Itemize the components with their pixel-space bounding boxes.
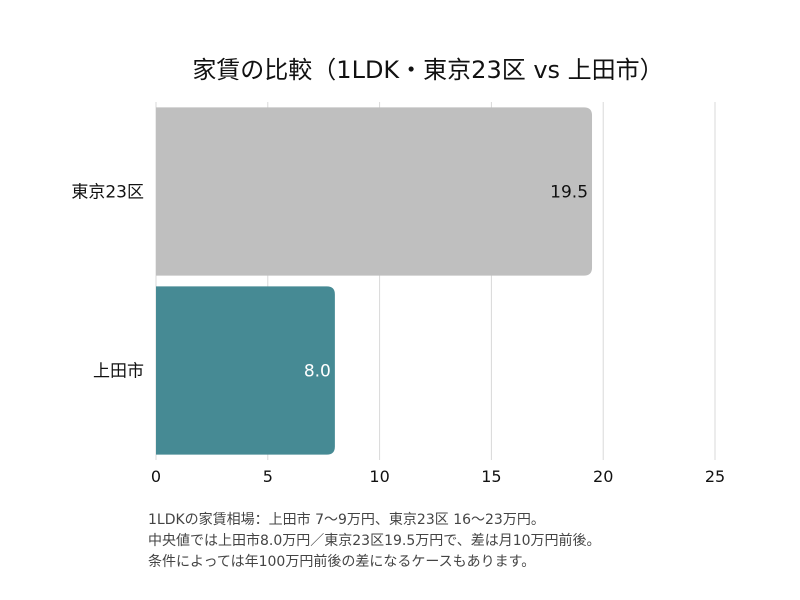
- footnote-line: 条件によっては年100万円前後の差になるケースもあります。: [148, 554, 536, 570]
- category-label: 東京23区: [71, 183, 144, 203]
- footnote-line: 中央値では上田市8.0万円／東京23区19.5万円で、差は月10万円前後。: [148, 533, 601, 549]
- x-axis-ticks: 0 5 10 15 20 25: [151, 467, 725, 486]
- bar-value-label: 8.0: [304, 362, 331, 382]
- x-tick-label: 5: [263, 467, 273, 486]
- chart-title: 家賃の比較（1LDK・東京23区 vs 上田市）: [192, 56, 663, 84]
- footnote-line: 1LDKの家賃相場：上田市 7〜9万円、東京23区 16〜23万円。: [148, 512, 545, 528]
- x-tick-label: 15: [481, 467, 501, 486]
- bars: 19.5 8.0: [156, 107, 593, 455]
- bar-value-label: 19.5: [550, 183, 588, 203]
- bar: [156, 107, 593, 276]
- x-tick-label: 20: [593, 467, 613, 486]
- category-label: 上田市: [93, 362, 144, 382]
- x-tick-label: 10: [369, 467, 389, 486]
- footnote: 1LDKの家賃相場：上田市 7〜9万円、東京23区 16〜23万円。 中央値では…: [148, 510, 601, 573]
- x-tick-label: 25: [705, 467, 725, 486]
- bar: [156, 286, 335, 455]
- x-tick-label: 0: [151, 467, 161, 486]
